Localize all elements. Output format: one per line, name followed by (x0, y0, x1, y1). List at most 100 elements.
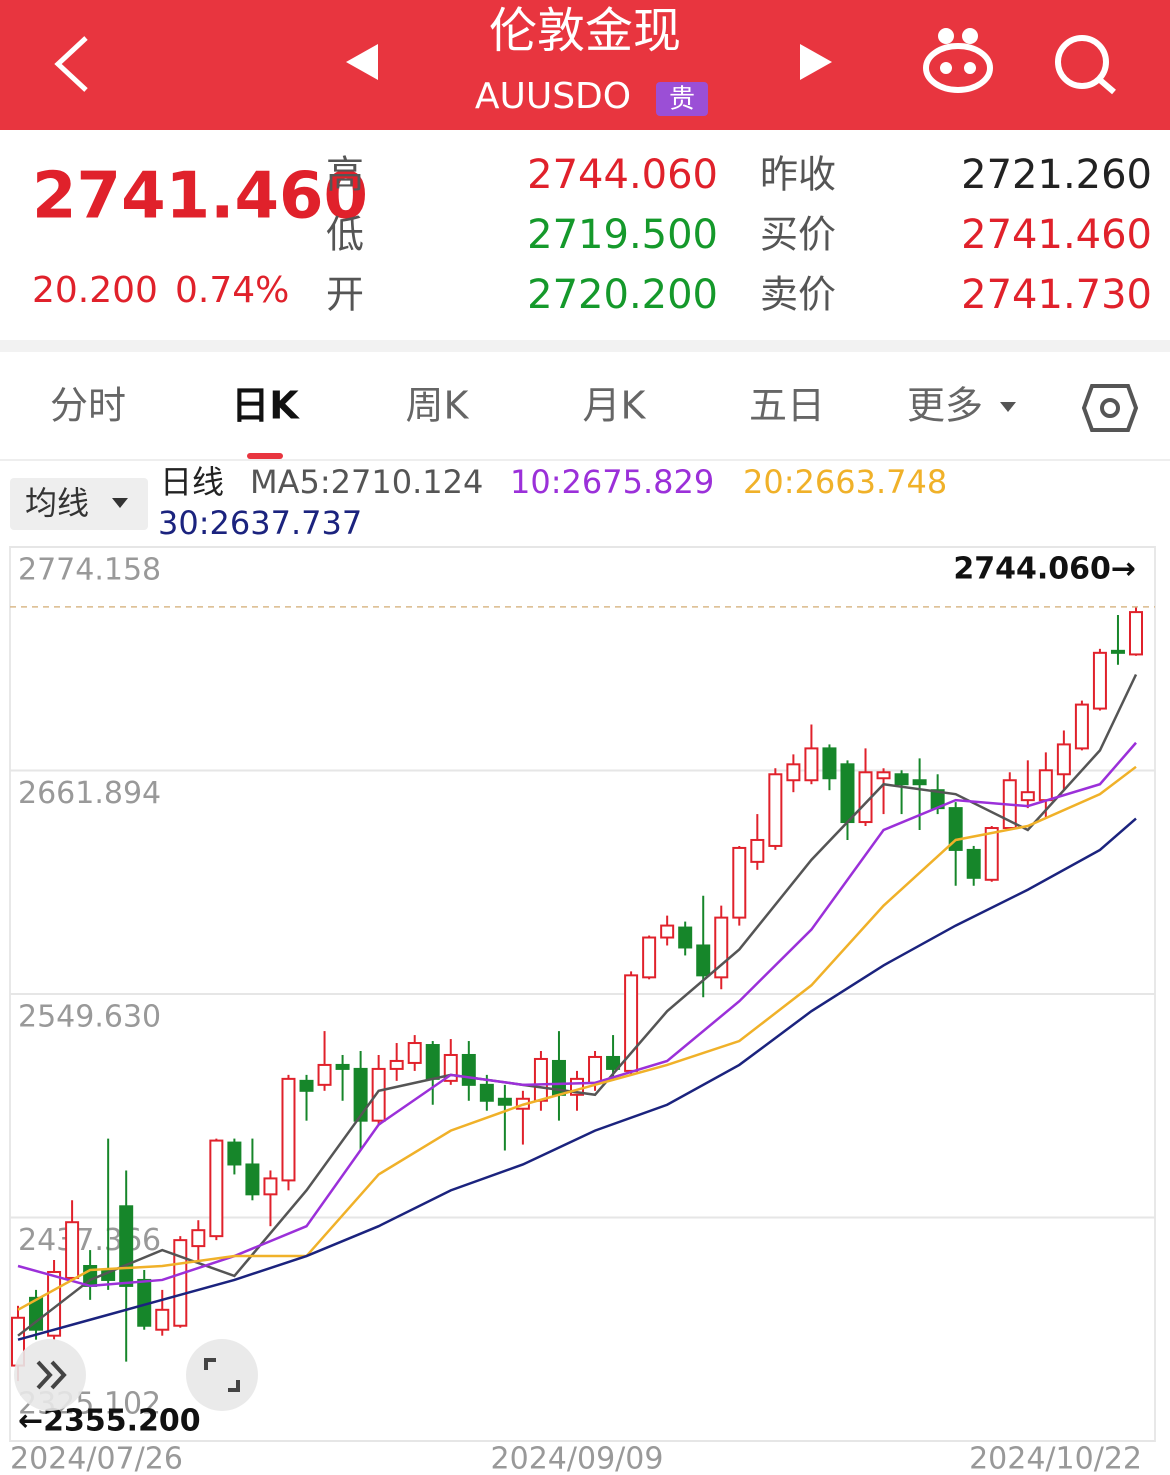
legend-item: 20:2663.748 (743, 463, 947, 501)
period: 日线 (160, 463, 224, 501)
dropdown-arrow (112, 498, 128, 508)
candle-body (804, 747, 819, 782)
ma-line (17, 765, 1137, 1311)
candle-body (732, 846, 747, 919)
y-tick-label: 2774.158 (18, 553, 161, 588)
candle-body (209, 1139, 224, 1238)
field-value: 2721.260 (961, 152, 1152, 198)
field-label: 高 (326, 153, 364, 197)
candle-body (1110, 649, 1125, 654)
candle-body (479, 1083, 494, 1102)
tab[interactable]: 日K (231, 384, 300, 428)
back-button[interactable] (54, 36, 88, 92)
candle-body (263, 1177, 278, 1196)
candle-body (1038, 769, 1053, 802)
candle-body (822, 747, 837, 780)
field-label: 买价 (760, 213, 836, 257)
candle-body (461, 1053, 476, 1086)
community-icon[interactable] (923, 28, 993, 93)
tab[interactable]: 周K (406, 384, 470, 428)
candle-body (1074, 703, 1089, 750)
field-value: 2741.460 (961, 212, 1152, 258)
y-tick-label: 2661.894 (18, 776, 161, 811)
candle-body (894, 773, 909, 786)
code: AUUSDO (475, 76, 631, 117)
candle-body (840, 763, 855, 824)
x-tick-label: 2024/07/26 (10, 1442, 183, 1475)
candle-body (696, 944, 711, 977)
candle-body (966, 848, 981, 879)
candle-body (407, 1042, 422, 1064)
candle-body (642, 936, 657, 979)
candle-body (29, 1296, 44, 1331)
y-tick-label: 2549.630 (18, 1000, 161, 1035)
candle-body (876, 771, 891, 780)
field-label: 低 (326, 213, 364, 257)
candle-body (155, 1308, 170, 1331)
tab[interactable]: 月K (583, 384, 647, 428)
candle-body (1020, 791, 1035, 802)
ma-line (17, 817, 1137, 1341)
ma-line (17, 741, 1137, 1288)
candle-body (1056, 743, 1071, 776)
ma-selector[interactable] (10, 478, 148, 530)
candle-body (119, 1205, 134, 1287)
candle-body (227, 1141, 242, 1166)
candle-body (768, 773, 783, 847)
candle-body (65, 1221, 80, 1279)
candle-body (389, 1059, 404, 1070)
tab[interactable]: 分时 (50, 384, 126, 428)
next-button[interactable] (800, 44, 832, 80)
field-value: 2720.200 (527, 272, 718, 318)
candle-body (912, 779, 927, 786)
candle-body (317, 1063, 332, 1086)
candle-body (497, 1097, 512, 1106)
search-icon[interactable] (1055, 35, 1116, 95)
candle-body (1129, 611, 1143, 656)
candle-body (335, 1063, 350, 1070)
candle-body (191, 1229, 206, 1248)
legend-item: 30:2637.737 (158, 504, 362, 542)
candle-body (984, 827, 999, 881)
candle-body (588, 1055, 603, 1084)
tab[interactable]: 更多 (907, 384, 983, 428)
x-tick-label: 2024/10/22 (969, 1442, 1142, 1475)
divider (0, 340, 1170, 352)
field-value: 2719.500 (527, 212, 718, 258)
candle-body (533, 1057, 548, 1102)
x-tick-label: 2024/09/09 (491, 1442, 664, 1475)
candle-body (678, 926, 693, 949)
field-label: 昨收 (760, 153, 836, 197)
candle-body (353, 1067, 368, 1122)
legend-item: 10:2675.829 (510, 463, 714, 501)
badge: 贵 (669, 85, 695, 115)
candle-body (660, 924, 675, 939)
tab-indicator (247, 453, 283, 459)
high-label: 2744.060→ (953, 551, 1136, 586)
change: 20.200 (32, 270, 158, 311)
badge-bg (656, 82, 708, 116)
price: 2741.460 (32, 160, 368, 234)
legend-item: MA5:2710.124 (250, 463, 483, 501)
field-value: 2741.730 (961, 272, 1152, 318)
field-label: 卖价 (760, 273, 836, 317)
change-pct: 0.74% (175, 270, 289, 311)
candle-body (371, 1067, 386, 1122)
collapse-button[interactable] (14, 1339, 86, 1411)
field-value: 2744.060 (527, 152, 718, 198)
candle-body (425, 1044, 440, 1080)
candle-body (750, 838, 765, 863)
dropdown-arrow (1000, 402, 1016, 412)
title: 伦敦金现 (489, 3, 681, 59)
ma-selector-label: 均线 (25, 484, 89, 522)
prev-button[interactable] (346, 44, 378, 80)
tab[interactable]: 五日 (749, 384, 825, 428)
candle-body (173, 1239, 188, 1327)
candle-body (299, 1079, 314, 1092)
fullscreen-button[interactable] (186, 1339, 258, 1411)
candle-body (245, 1163, 260, 1196)
settings-icon[interactable] (1081, 384, 1139, 432)
candle-body (786, 763, 801, 782)
